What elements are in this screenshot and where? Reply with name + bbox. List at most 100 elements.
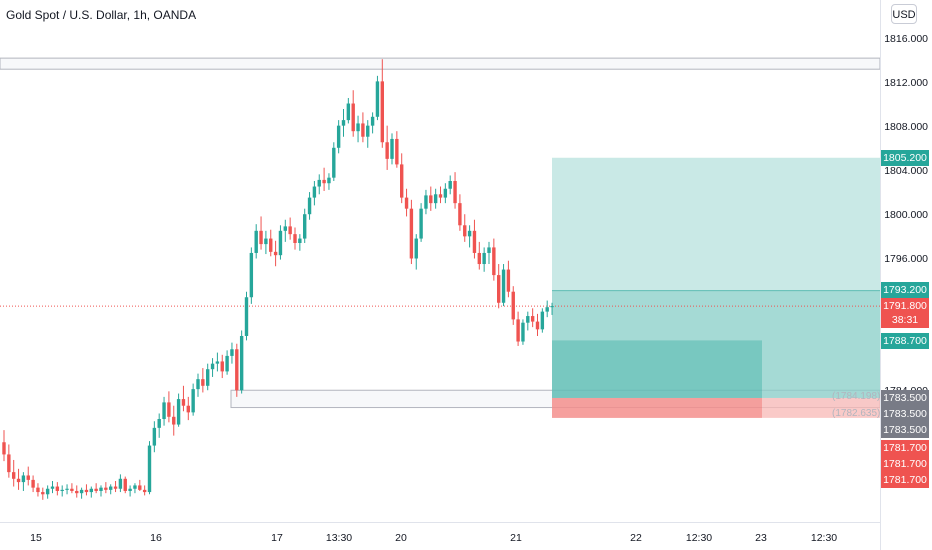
candle-body [341,120,346,126]
candle-body [147,445,152,493]
candle-body [264,238,268,245]
candle-body [36,487,40,493]
second-target-zone [552,340,762,398]
candle-body [530,316,535,322]
price-tag-grey: 1783.500 [881,422,929,438]
candle-body [375,81,380,117]
price-tag-up: 1788.700 [881,333,929,349]
candle-body [12,472,16,479]
candle-body [142,489,147,493]
price-tick: 1812.000 [884,77,928,89]
time-label: 12:30 [685,532,713,544]
candle-body [230,349,234,356]
time-label: 15 [30,532,42,544]
candle-body [84,489,89,493]
candle-body [424,195,428,209]
candle-body [50,486,55,489]
candle-body [492,247,496,276]
zone-label-upper: (1784.198) [832,391,880,402]
stop-zone [552,397,880,418]
candle-body [94,488,98,491]
candle-body [336,125,341,148]
candle-body [526,316,530,323]
candle-body [351,103,355,132]
price-tick: 1816.000 [884,33,928,45]
chart-canvas[interactable] [0,0,880,522]
candle-body [448,181,452,189]
candle-body [206,369,210,386]
candle-body [99,487,103,491]
candle-body [162,402,166,420]
candle-body [104,487,108,490]
candle-body [225,355,229,372]
candle-body [550,306,554,308]
candle-body [521,322,525,342]
candle-body [45,488,50,495]
candle-body [181,399,186,406]
candle-body [312,186,317,198]
price-tick: 1804.000 [884,165,928,177]
candle-body [176,399,181,425]
candle-body [356,123,360,132]
candle-body [385,142,389,159]
symbol-legend[interactable]: Gold Spot / U.S. Dollar, 1h, OANDA [6,8,197,22]
candle-body [501,269,506,303]
price-tag-up: 1793.200 [881,282,929,298]
chart-area[interactable]: Gold Spot / U.S. Dollar, 1h, OANDA (1784… [0,0,880,522]
candle-body [55,486,60,491]
candle-body [380,81,384,143]
candle-body [458,203,462,226]
candle-body [278,230,283,256]
candle-body [511,291,515,320]
candle-body [303,214,307,239]
price-tag-grey: 1783.500 [881,390,929,406]
candle-body [89,488,93,493]
candle-body [419,208,423,239]
resistance-zone [0,57,880,70]
candle-body [109,486,113,490]
candle-body [346,103,351,121]
candle-body [152,427,157,446]
candle-body [433,194,438,204]
candle-body [361,123,365,137]
price-tag-down: 1781.700 [881,472,929,488]
candle-body [269,238,273,252]
candle-body [138,485,142,490]
candle-body [467,230,472,237]
time-label: 17 [271,532,283,544]
candle-body [123,478,127,491]
candle-body [463,225,467,237]
candle-body [186,405,190,413]
currency-button[interactable]: USD [891,4,917,24]
candle-body [487,247,491,253]
time-label: 20 [395,532,407,544]
time-axis[interactable]: 15 16 17 13:30 20 21 22 12:30 23 12:30 [0,522,880,550]
candle-body [239,335,244,391]
candle-body [2,442,6,455]
candle-body [133,485,137,489]
candle-body [317,179,321,187]
zone-label-lower: (1782.635) [832,408,880,419]
candle-body [191,389,195,413]
candle-body [472,230,477,253]
candle-body [409,208,414,259]
candle-body [390,138,394,159]
candle-body [453,181,457,204]
target-zone [552,157,880,398]
candle-body [414,238,418,259]
price-tag-grey: 1783.500 [881,406,929,422]
candle-body [506,269,511,292]
candle-body [113,486,118,489]
candle-body [370,116,375,126]
candle-body [438,194,443,198]
candle-body [395,138,399,165]
candle-body [332,147,336,178]
candle-body [400,164,404,198]
time-label: 12:30 [810,532,838,544]
candle-body [31,479,35,488]
time-label: 13:30 [325,532,353,544]
candle-body [283,226,287,231]
candle-body [535,321,540,330]
price-axis[interactable]: USD 1816.000 1812.000 1808.000 1804.000 1800… [880,0,932,550]
candle-body [201,379,205,386]
